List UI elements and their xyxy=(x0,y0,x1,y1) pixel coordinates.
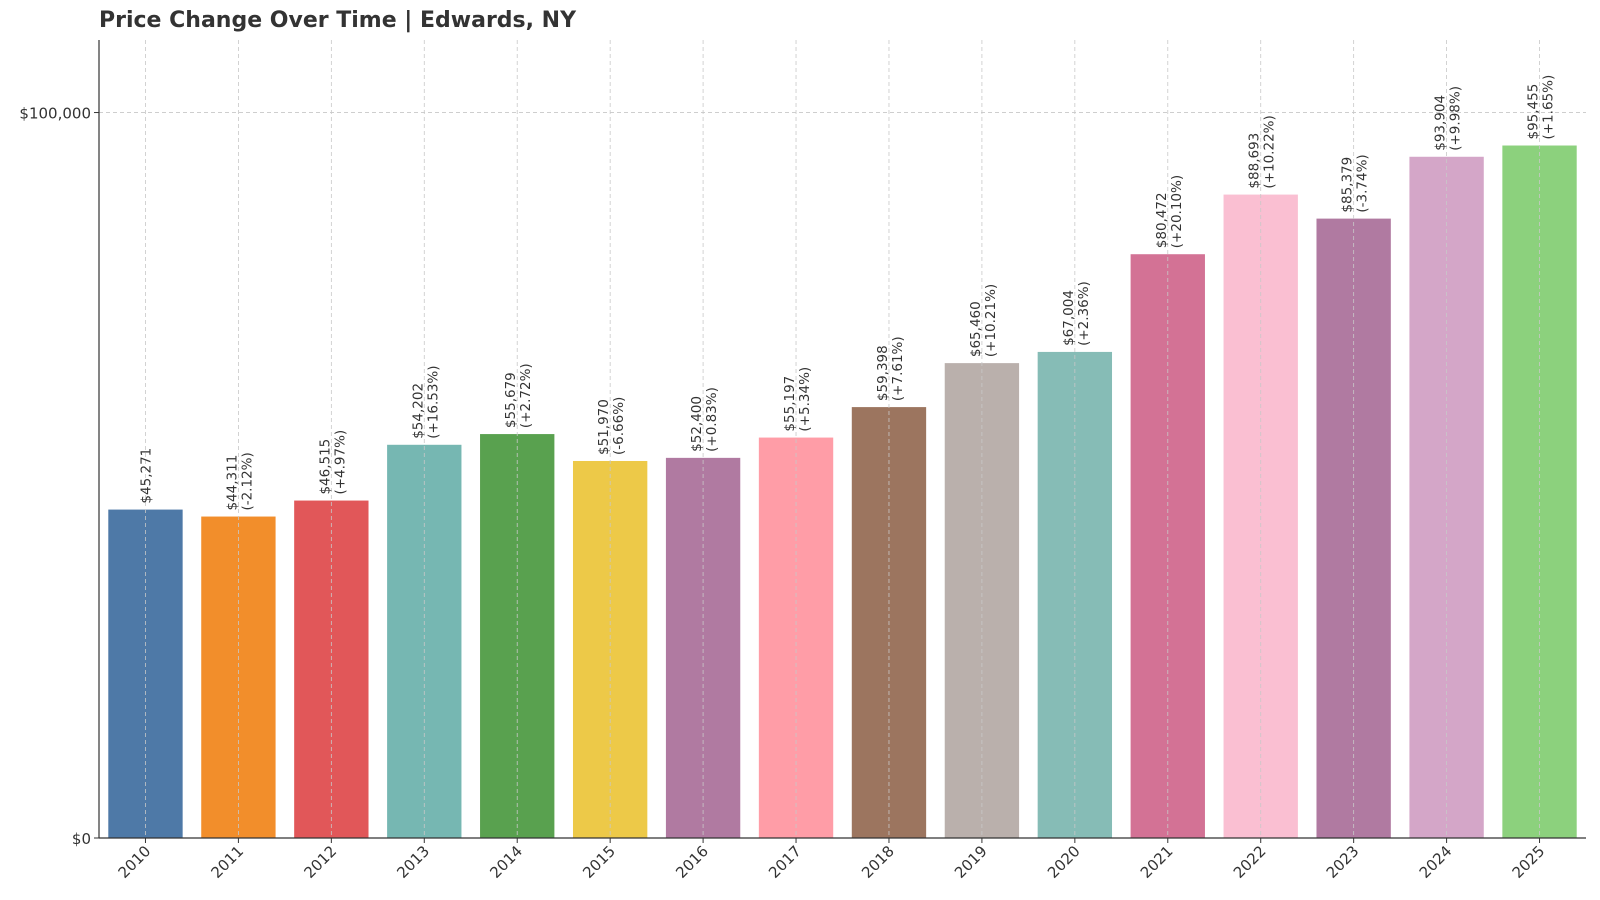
x-tick-label: 2012 xyxy=(300,842,340,882)
x-tick-label: 2021 xyxy=(1137,842,1177,882)
value-label: $54,202 xyxy=(410,383,426,439)
data-label-2016: $52,400 (+0.83%) xyxy=(689,387,720,452)
data-label-2025: $95,455 (+1.65%) xyxy=(1526,75,1557,140)
x-tick-label: 2014 xyxy=(486,842,526,882)
x-tick-label: 2024 xyxy=(1416,842,1456,882)
change-label: (+20.10%) xyxy=(1169,175,1185,248)
data-label-2015: $51,970 (-6.66%) xyxy=(596,397,627,455)
data-label-2014: $55,679 (+2.72%) xyxy=(503,363,534,428)
data-label-2020: $67,004 (+2.36%) xyxy=(1061,281,1092,346)
value-label: $46,515 xyxy=(317,439,333,495)
x-tick-label: 2020 xyxy=(1044,842,1084,882)
change-label: (-2.12%) xyxy=(239,452,255,510)
data-label-2021: $80,472 (+20.10%) xyxy=(1154,175,1185,248)
value-label: $80,472 xyxy=(1154,192,1170,248)
y-tick-label: $100,000 xyxy=(19,105,91,123)
bar-2016 xyxy=(665,457,741,838)
value-label: $52,400 xyxy=(689,396,705,452)
change-label: (-3.74%) xyxy=(1355,154,1371,212)
vertical-grid-lines xyxy=(145,40,1540,838)
value-label: $55,679 xyxy=(503,372,519,428)
change-label: (+5.34%) xyxy=(797,367,813,432)
change-label: (+7.61%) xyxy=(890,336,906,401)
x-tick-label: 2022 xyxy=(1230,842,1270,882)
value-label: $93,904 xyxy=(1433,95,1449,151)
change-label: (-6.66%) xyxy=(611,397,627,455)
value-label: $88,693 xyxy=(1247,133,1263,189)
value-label: $45,271 xyxy=(138,448,154,504)
data-label-2013: $54,202 (+16.53%) xyxy=(410,365,441,438)
y-tick-label: $0 xyxy=(72,830,91,848)
chart-title: Price Change Over Time | Edwards, NY xyxy=(99,8,576,33)
data-label-2010: $45,271 xyxy=(138,448,154,504)
x-tick-label: 2025 xyxy=(1509,842,1549,882)
change-label: (+1.65%) xyxy=(1541,75,1557,140)
x-tick-label: 2017 xyxy=(765,842,805,882)
data-label-2018: $59,398 (+7.61%) xyxy=(875,336,906,401)
value-label: $67,004 xyxy=(1061,290,1077,346)
bar-2023 xyxy=(1316,218,1391,839)
change-label: (+16.53%) xyxy=(425,365,441,438)
x-tick-label: 2016 xyxy=(672,842,712,882)
data-label-2024: $93,904 (+9.98%) xyxy=(1433,86,1464,151)
data-label-2019: $65,460 (+10.21%) xyxy=(968,284,999,357)
change-label: (+2.36%) xyxy=(1076,281,1092,346)
data-labels: $45,271 $44,311 (-2.12%) $46,515 (+4.97%) $54… xyxy=(138,75,1556,511)
x-tick-label: 2013 xyxy=(393,842,433,882)
data-label-2022: $88,693 (+10.22%) xyxy=(1247,115,1278,188)
x-tick-label: 2010 xyxy=(115,842,155,882)
data-label-2023: $85,379 (-3.74%) xyxy=(1340,154,1371,212)
x-tick-label: 2015 xyxy=(579,842,619,882)
value-label: $95,455 xyxy=(1526,84,1542,140)
value-label: $65,460 xyxy=(968,301,984,357)
data-label-2011: $44,311 (-2.12%) xyxy=(224,452,255,510)
x-tick-label: 2011 xyxy=(208,842,248,882)
change-label: (+10.22%) xyxy=(1262,115,1278,188)
change-label: (+4.97%) xyxy=(332,430,348,495)
value-label: $44,311 xyxy=(224,455,240,511)
x-tick-label: 2023 xyxy=(1323,842,1363,882)
change-label: (+10.21%) xyxy=(983,284,999,357)
bar-2012 xyxy=(294,500,369,838)
change-label: (+9.98%) xyxy=(1448,86,1464,151)
x-tick-label: 2018 xyxy=(858,842,898,882)
change-label: (+0.83%) xyxy=(704,387,720,452)
value-label: $51,970 xyxy=(596,399,612,455)
data-label-2012: $46,515 (+4.97%) xyxy=(317,430,348,495)
data-label-2017: $55,197 (+5.34%) xyxy=(782,367,813,432)
change-label: (+2.72%) xyxy=(518,363,534,428)
value-label: $59,398 xyxy=(875,345,891,401)
value-label: $85,379 xyxy=(1340,157,1356,213)
value-label: $55,197 xyxy=(782,376,798,432)
x-tick-label: 2019 xyxy=(951,842,991,882)
